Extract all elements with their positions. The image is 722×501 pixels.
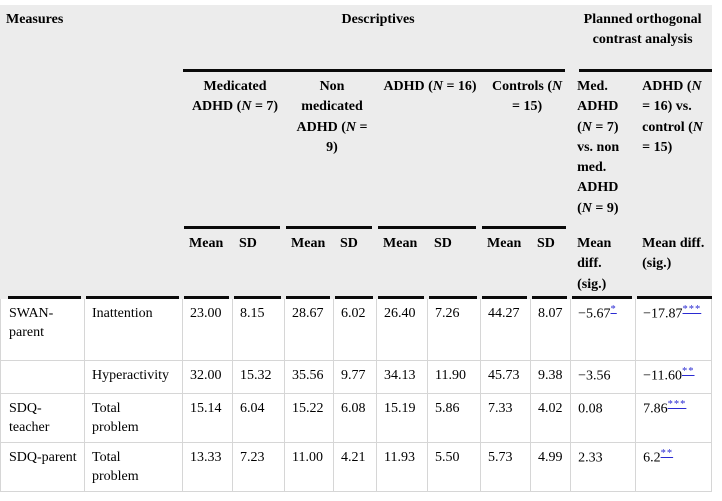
- measure-name-cell: Total problem: [85, 393, 184, 443]
- measure-group-cell: SDQ-parent: [0, 442, 85, 492]
- mean-diff-value: 7.86: [643, 401, 668, 417]
- paper-table-figure: Measures Descriptives Planned orthogonal…: [0, 5, 713, 492]
- subheader-mean-diff: Mean diff. (sig.): [636, 229, 713, 299]
- mean-cell: 32.00: [183, 360, 234, 394]
- subheader-mean: Mean: [183, 229, 234, 299]
- sig-footnote-link[interactable]: **: [660, 447, 674, 459]
- sig-footnote-link[interactable]: ***: [667, 398, 687, 410]
- mean-cell: 15.19: [377, 393, 429, 443]
- sd-cell: 6.04: [233, 393, 286, 443]
- planned-contrast-group-header: Planned orthogonal contrast analysis: [571, 5, 713, 72]
- mean-cell: 11.00: [285, 442, 335, 492]
- sd-cell: 9.77: [334, 360, 378, 394]
- mean-diff-value: 0.08: [578, 401, 603, 417]
- results-table: Measures Descriptives Planned orthogonal…: [0, 5, 713, 492]
- sd-cell: 5.86: [428, 393, 482, 443]
- mean-cell: 15.14: [183, 393, 234, 443]
- subheader-sd: SD: [531, 229, 572, 299]
- subheader-mean-diff: Mean diff. (sig.): [571, 229, 637, 299]
- header-row-sub: Mean SD Mean SD Mean SD Mean SD Mean dif…: [0, 229, 713, 299]
- table-row: SDQ-teacher Total problem 15.14 6.04 15.…: [0, 393, 713, 443]
- subheader-sd: SD: [233, 229, 286, 299]
- sd-cell: 9.38: [531, 360, 572, 394]
- header-row-groups: Medicated ADHD (N = 7) Non medicated ADH…: [0, 72, 713, 229]
- sd-cell: 4.02: [531, 393, 572, 443]
- col-header-adhd: ADHD (N = 16): [377, 72, 482, 229]
- col-header-controls: Controls (N = 15): [481, 72, 572, 229]
- mean-diff-value: −5.67: [578, 306, 611, 322]
- header-row-top: Measures Descriptives Planned orthogonal…: [0, 5, 713, 229]
- mean-cell: 11.93: [377, 442, 429, 492]
- measure-group-cell: [0, 360, 85, 394]
- measure-group-cell: SDQ-teacher: [0, 393, 85, 443]
- descriptives-group-header: Descriptives: [183, 5, 572, 72]
- measure-group-cell: SWAN-parent: [0, 298, 85, 361]
- sig-footnote-link[interactable]: **: [682, 365, 695, 377]
- table-row: Hyperactivity 32.00 15.32 35.56 9.77 34.…: [0, 360, 713, 394]
- subheader-mean: Mean: [285, 229, 335, 299]
- sd-cell: 7.23: [233, 442, 286, 492]
- mean-cell: 15.22: [285, 393, 335, 443]
- col-header-medicated-adhd: Medicated ADHD (N = 7): [183, 72, 286, 229]
- sd-cell: 8.07: [531, 298, 572, 361]
- measures-column-header: Measures: [0, 5, 184, 229]
- mean-cell: 5.73: [481, 442, 532, 492]
- mean-diff-value: 2.33: [578, 450, 603, 466]
- sd-cell: 6.08: [334, 393, 378, 443]
- sd-cell: 6.02: [334, 298, 378, 361]
- contrast-cell: −5.67*: [571, 298, 637, 361]
- col-header-contrast-med-vs-nonmed: Med. ADHD (N = 7) vs. non med. ADHD (N =…: [571, 72, 637, 229]
- mean-cell: 26.40: [377, 298, 429, 361]
- sd-cell: 4.21: [334, 442, 378, 492]
- contrast-cell: 7.86***: [636, 393, 713, 443]
- sd-cell: 4.99: [531, 442, 572, 492]
- contrast-cell: 0.08: [571, 393, 637, 443]
- mean-cell: 35.56: [285, 360, 335, 394]
- measure-name-cell: Total problem: [85, 442, 184, 492]
- sd-cell: 5.50: [428, 442, 482, 492]
- measure-name-cell: Inattention: [85, 298, 184, 361]
- mean-cell: 34.13: [377, 360, 429, 394]
- sd-cell: 15.32: [233, 360, 286, 394]
- subheader-mean: Mean: [377, 229, 429, 299]
- empty-subheader-cell: [85, 229, 184, 299]
- table-row: SWAN-parent Inattention 23.00 8.15 28.67…: [0, 298, 713, 361]
- contrast-cell: 2.33: [571, 442, 637, 492]
- table-row: SDQ-parent Total problem 13.33 7.23 11.0…: [0, 442, 713, 492]
- contrast-cell: −11.60**: [636, 360, 713, 394]
- sd-cell: 7.26: [428, 298, 482, 361]
- mean-cell: 13.33: [183, 442, 234, 492]
- col-header-non-medicated-adhd: Non medicated ADHD (N = 9): [285, 72, 378, 229]
- sd-cell: 11.90: [428, 360, 482, 394]
- sig-footnote-link[interactable]: *: [610, 303, 617, 315]
- mean-diff-value: −17.87: [643, 306, 683, 322]
- col-header-contrast-adhd-vs-control: ADHD (N = 16) vs. control (N = 15): [636, 72, 713, 229]
- sig-footnote-link[interactable]: ***: [682, 303, 702, 315]
- mean-cell: 44.27: [481, 298, 532, 361]
- measure-name-cell: Hyperactivity: [85, 360, 184, 394]
- mean-diff-value: −3.56: [578, 368, 611, 384]
- contrast-cell: 6.2**: [636, 442, 713, 492]
- contrast-cell: −17.87***: [636, 298, 713, 361]
- mean-cell: 45.73: [481, 360, 532, 394]
- mean-cell: 28.67: [285, 298, 335, 361]
- subheader-sd: SD: [334, 229, 378, 299]
- mean-cell: 7.33: [481, 393, 532, 443]
- mean-diff-value: −11.60: [643, 368, 682, 384]
- subheader-sd: SD: [428, 229, 482, 299]
- mean-diff-value: 6.2: [643, 450, 661, 466]
- empty-subheader-cell: [0, 229, 85, 299]
- subheader-mean: Mean: [481, 229, 532, 299]
- sd-cell: 8.15: [233, 298, 286, 361]
- mean-cell: 23.00: [183, 298, 234, 361]
- contrast-cell: −3.56: [571, 360, 637, 394]
